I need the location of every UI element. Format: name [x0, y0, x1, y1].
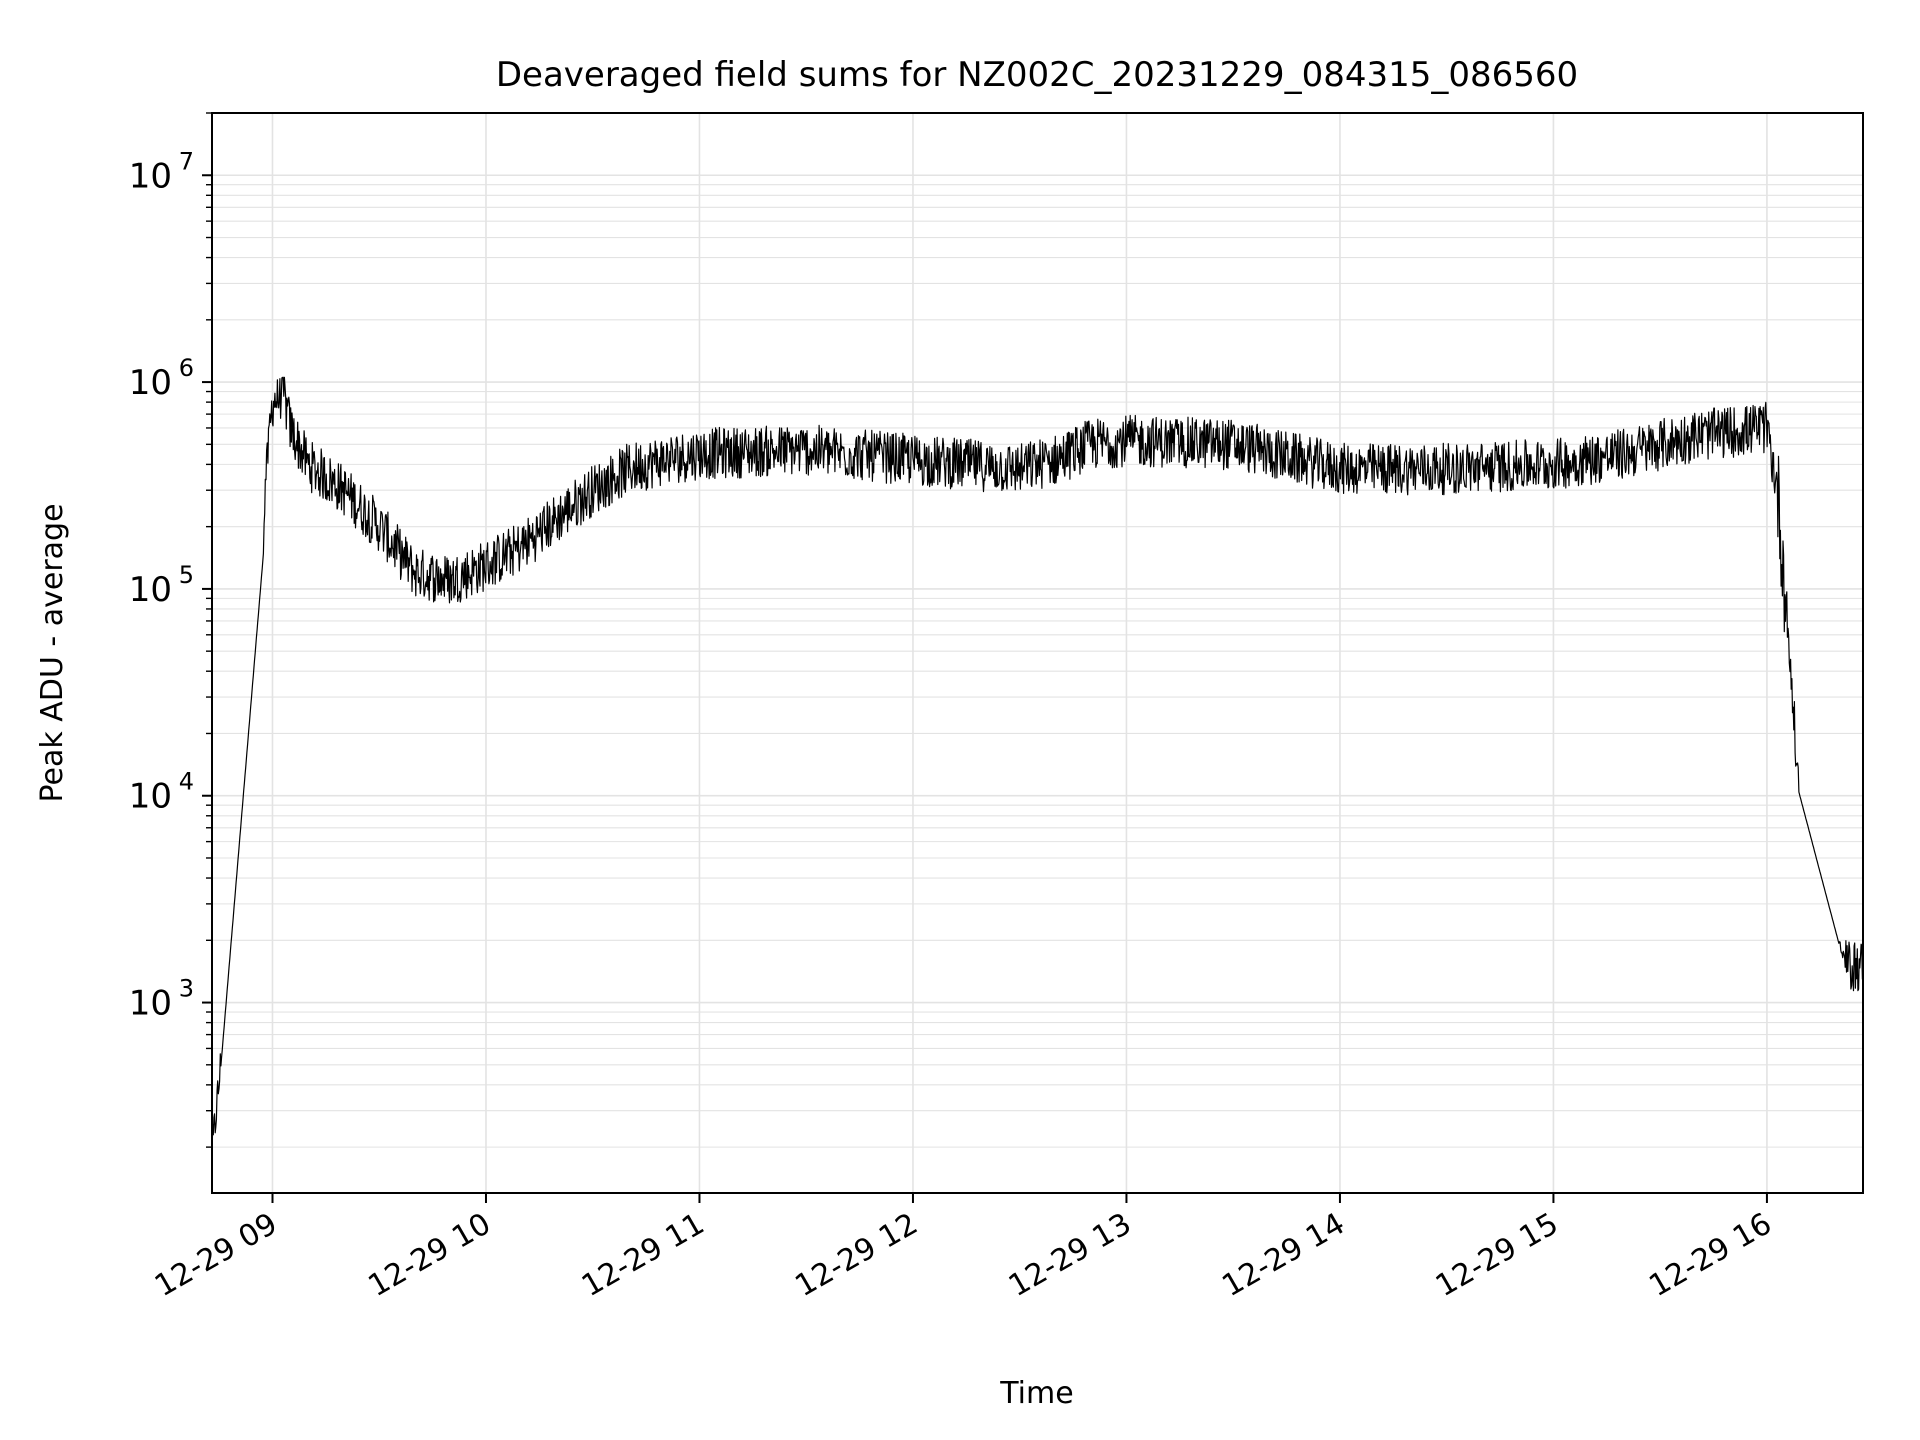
y-tick-label: 10: [129, 777, 172, 817]
y-tick-exponent: 5: [179, 561, 194, 589]
y-tick-label: 10: [129, 984, 172, 1024]
x-axis-label: Time: [999, 1376, 1073, 1411]
plot-frame: [211, 112, 1864, 1194]
y-tick-exponent: 4: [179, 768, 194, 796]
plot-area: [212, 376, 1863, 1167]
y-tick-label: 10: [129, 570, 172, 610]
y-tick-exponent: 3: [179, 975, 194, 1003]
y-axis-label: Peak ADU - average: [35, 503, 70, 802]
y-tick-label: 10: [129, 156, 172, 196]
chart-title: Deaveraged field sums for NZ002C_2023122…: [496, 55, 1578, 95]
y-tick-label: 10: [129, 363, 172, 403]
y-tick-exponent: 7: [179, 147, 194, 175]
series-line: [212, 376, 1863, 1167]
y-tick-exponent: 6: [179, 354, 194, 382]
